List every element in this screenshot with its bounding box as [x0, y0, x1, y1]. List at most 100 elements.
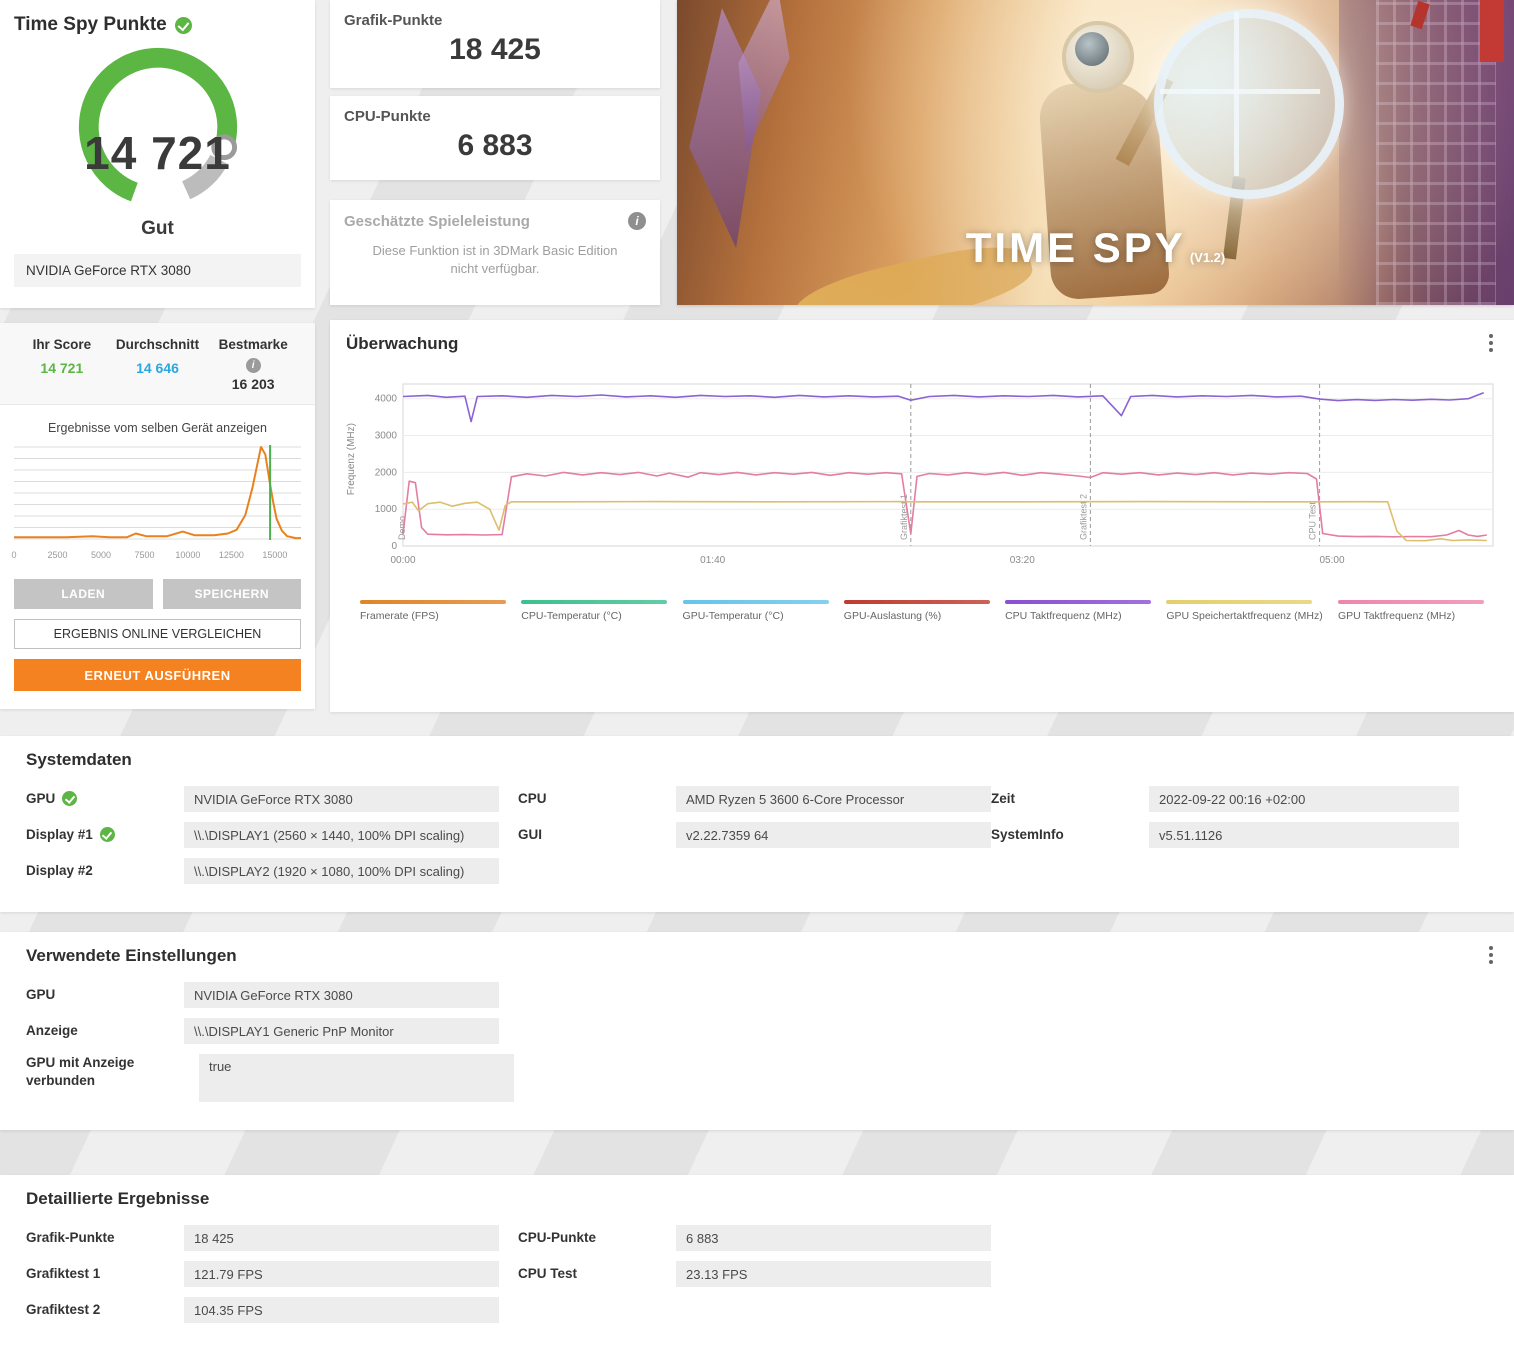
- detail-row-gt1: Grafiktest 1 121.79 FPS: [26, 1261, 518, 1287]
- system-data-col2: CPU AMD Ryzen 5 3600 6-Core Processor GU…: [518, 786, 991, 894]
- lens-frame-horizontal: [1160, 89, 1321, 95]
- settings-display-value: \\.\DISPLAY1 Generic PnP Monitor: [184, 1018, 499, 1044]
- your-score-column: Ihr Score 14 721: [14, 337, 110, 392]
- display2-label: Display #2: [26, 863, 93, 879]
- legend-item: GPU-Auslastung (%): [843, 600, 1000, 622]
- settings-overflow-menu-button[interactable]: [1480, 942, 1502, 968]
- detail-graphics-label: Grafik-Punkte: [26, 1230, 115, 1246]
- load-button[interactable]: LADEN: [14, 579, 153, 609]
- svg-text:Demo: Demo: [397, 516, 407, 540]
- legend-color-bar: [360, 600, 506, 604]
- svg-text:CPU Test: CPU Test: [1308, 502, 1318, 540]
- monitoring-svg: 0 1000 2000 3000 4000 00:00 01:40 03:20 05:00 Dem…: [375, 383, 1494, 566]
- legend-item: GPU Taktfrequenz (MHz): [1337, 600, 1494, 622]
- legend-item: GPU Speichertaktfrequenz (MHz): [1166, 600, 1332, 622]
- detailed-col2: CPU-Punkte 6 883 CPU Test 23.13 FPS: [518, 1225, 991, 1333]
- settings-gpu-value: NVIDIA GeForce RTX 3080: [184, 982, 499, 1008]
- settings-row-display: Anzeige \\.\DISPLAY1 Generic PnP Monitor: [26, 1018, 1488, 1044]
- settings-panel: Verwendete Einstellungen GPU NVIDIA GeFo…: [0, 932, 1514, 1130]
- estimated-performance-body: Diese Funktion ist in 3DMark Basic Editi…: [372, 243, 618, 277]
- time-label: Zeit: [991, 791, 1016, 807]
- gpu-value: NVIDIA GeForce RTX 3080: [184, 786, 499, 812]
- detail-graphics-value: 18 425: [184, 1225, 499, 1251]
- hero-version: (V1.2): [1189, 250, 1226, 265]
- monitoring-ylabel: Frequenz (MHz): [346, 422, 357, 496]
- field-row-cpu: CPU AMD Ryzen 5 3600 6-Core Processor: [518, 786, 991, 812]
- detail-gt2-label: Grafiktest 2: [26, 1302, 101, 1318]
- gpu-label: GPU: [26, 790, 184, 808]
- legend-color-bar: [843, 600, 990, 604]
- system-data-panel: Systemdaten GPU NVIDIA GeForce RTX 3080 …: [0, 736, 1514, 912]
- hero-title-text: TIME SPY: [965, 224, 1186, 271]
- display1-value: \\.\DISPLAY1 (2560 × 1440, 100% DPI scal…: [184, 822, 499, 848]
- legend-label: GPU-Temperatur (°C): [682, 610, 784, 622]
- sub-score-column: Grafik-Punkte 18 425 CPU-Punkte 6 883 Ge…: [330, 0, 660, 305]
- estimated-performance-header: Geschätzte Spieleleistung i: [344, 212, 646, 230]
- average-label: Durchschnitt: [115, 337, 200, 352]
- magnifier-lens: [1154, 9, 1345, 200]
- estimated-performance-title: Geschätzte Spieleleistung: [344, 212, 530, 230]
- best-info-icon[interactable]: i: [245, 358, 261, 373]
- detail-cpu-value: 6 883: [676, 1225, 991, 1251]
- monitoring-panel: Überwachung Frequenz (MHz) 0 1000 2000 3000…: [330, 320, 1514, 712]
- overall-score: 14 721: [84, 127, 231, 179]
- your-score-value: 14 721: [40, 360, 84, 376]
- estimated-performance-card: Geschätzte Spieleleistung i Diese Funkti…: [330, 200, 660, 305]
- settings-gpu-connected-value: true: [199, 1054, 514, 1102]
- legend-item: CPU Taktfrequenz (MHz): [1005, 600, 1161, 622]
- top-area: Time Spy Punkte 14 721 Gut NVIDIA GeForc…: [0, 0, 1514, 712]
- display1-label: Display #1: [26, 826, 184, 844]
- legend-color-bar: [1005, 600, 1152, 604]
- legend-color-bar: [682, 600, 829, 604]
- benchmark-hero-image: TIME SPY (V1.2): [677, 0, 1514, 305]
- detail-row-cpu-score: CPU-Punkte 6 883: [518, 1225, 991, 1251]
- legend-color-bar: [1337, 600, 1484, 604]
- system-data-title: Systemdaten: [26, 750, 132, 769]
- run-again-button[interactable]: ERNEUT AUSFÜHREN: [14, 659, 301, 691]
- legend-label: CPU Taktfrequenz (MHz): [1005, 610, 1122, 622]
- detail-cputest-label: CPU Test: [518, 1266, 578, 1282]
- compare-online-button[interactable]: ERGEBNIS ONLINE VERGLEICHEN: [14, 619, 301, 649]
- field-row-gui: GUI v2.22.7359 64: [518, 822, 991, 848]
- legend-color-bar: [1166, 600, 1313, 604]
- save-button[interactable]: SPEICHERN: [162, 579, 301, 609]
- estimated-performance-info-icon[interactable]: i: [628, 212, 646, 230]
- systeminfo-value: v5.51.1126: [1149, 822, 1459, 848]
- system-data-col1: GPU NVIDIA GeForce RTX 3080 Display #1 \…: [26, 786, 518, 894]
- settings-row-gpu-connected: GPU mit Anzeige verbunden true: [26, 1054, 1488, 1102]
- detail-row-graphics-score: Grafik-Punkte 18 425: [26, 1225, 518, 1251]
- svg-text:Grafiktest 2: Grafiktest 2: [1078, 494, 1088, 540]
- legend-label: GPU-Auslastung (%): [843, 610, 942, 622]
- gpu-check-icon: [62, 791, 78, 807]
- hist-tick-label: 7500: [134, 550, 155, 560]
- cpu-score-label: CPU-Punkte: [344, 108, 431, 125]
- red-banner-accent: [1480, 0, 1504, 62]
- system-data-columns: GPU NVIDIA GeForce RTX 3080 Display #1 \…: [26, 786, 1488, 894]
- svg-text:1000: 1000: [375, 504, 398, 515]
- hist-tick-label: 2500: [47, 550, 68, 560]
- legend-item: GPU-Temperatur (°C): [682, 600, 839, 622]
- detailed-results-title: Detaillierte Ergebnisse: [26, 1189, 210, 1208]
- astronaut-visor: [1075, 31, 1110, 66]
- graphics-score-label: Grafik-Punkte: [344, 12, 443, 29]
- monitoring-overflow-menu-button[interactable]: [1480, 330, 1502, 356]
- hist-tick-label: 5000: [90, 550, 112, 560]
- histogram-svg: [14, 445, 301, 540]
- hist-tick-label: 10000: [175, 550, 201, 560]
- legend-label: GPU Speichertaktfrequenz (MHz): [1166, 610, 1323, 622]
- cpu-score-value: 6 883: [457, 129, 533, 162]
- systeminfo-label: SystemInfo: [991, 827, 1064, 843]
- graphics-score-card: Grafik-Punkte 18 425: [330, 0, 660, 88]
- hist-tick-label: 12500: [218, 550, 244, 560]
- time-value: 2022-09-22 00:16 +02:00: [1149, 786, 1459, 812]
- detail-cputest-value: 23.13 FPS: [676, 1261, 991, 1287]
- graphics-score-value: 18 425: [449, 33, 541, 66]
- gpu-name-box: NVIDIA GeForce RTX 3080: [14, 254, 301, 287]
- monitoring-legend: Framerate (FPS) CPU-Temperatur (°C) GPU-Te…: [360, 600, 1494, 622]
- svg-text:0: 0: [391, 541, 397, 552]
- cpu-score-card: CPU-Punkte 6 883: [330, 96, 660, 180]
- svg-text:4000: 4000: [375, 394, 398, 405]
- valid-check-icon: [174, 16, 192, 34]
- system-data-col3: Zeit 2022-09-22 00:16 +02:00 SystemInfo …: [991, 786, 1488, 894]
- hist-tick-label: 15000: [262, 550, 288, 560]
